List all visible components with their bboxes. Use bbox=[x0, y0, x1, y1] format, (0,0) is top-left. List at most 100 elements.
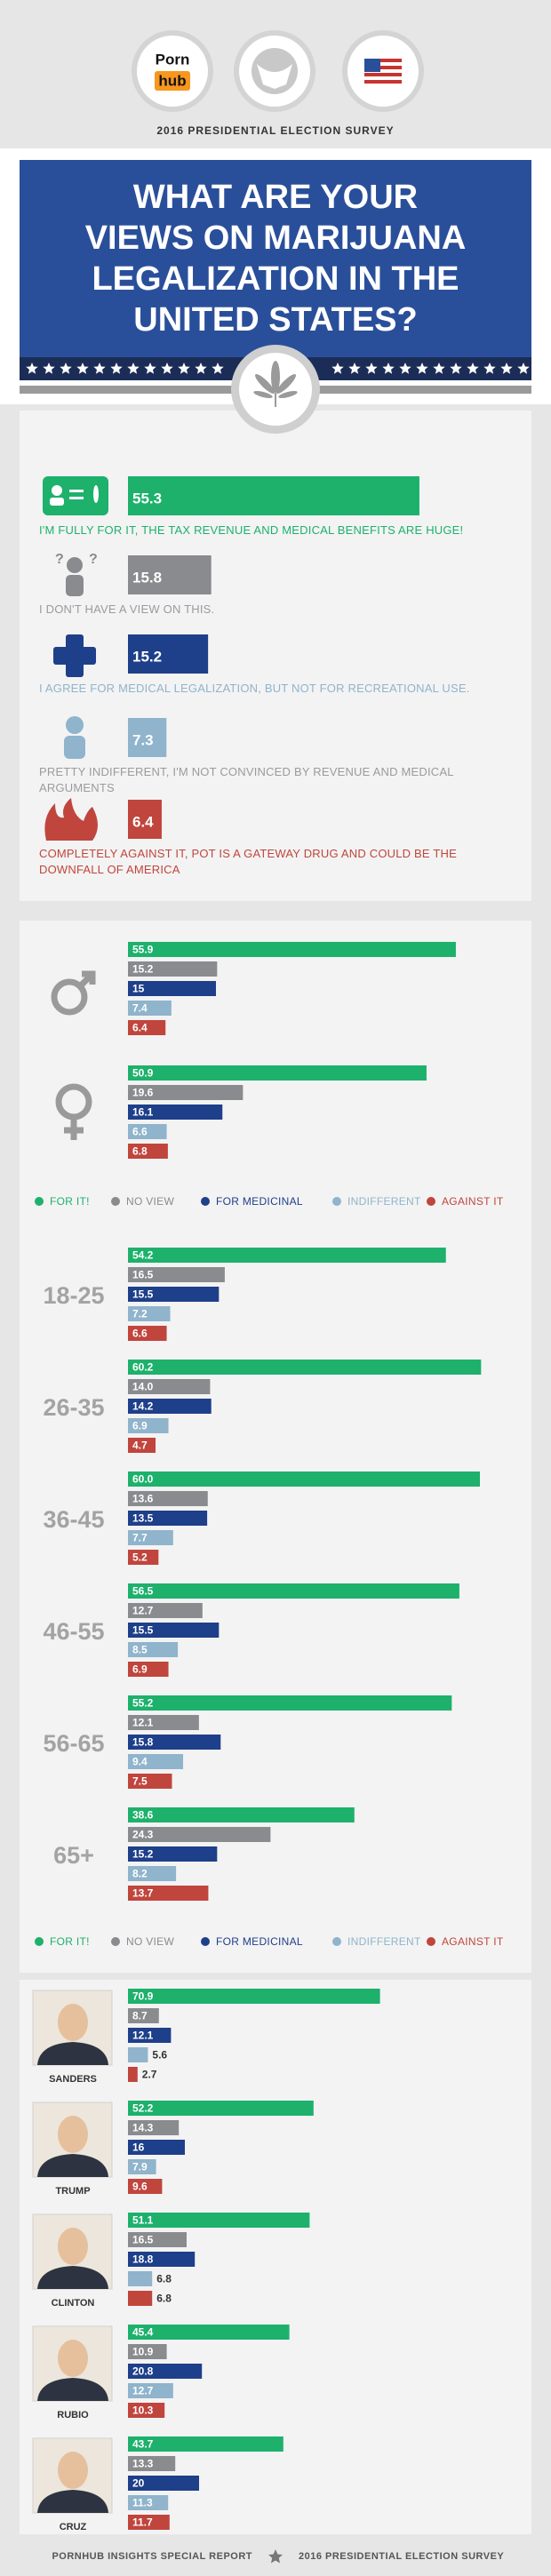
legend-label: AGAINST IT bbox=[442, 1195, 504, 1208]
photo-head bbox=[58, 2340, 88, 2377]
bar bbox=[128, 2140, 185, 2155]
star bbox=[127, 363, 140, 374]
value-label: 11.7 bbox=[132, 2516, 153, 2529]
value-label: 12.1 bbox=[132, 1717, 154, 1729]
footer-star bbox=[268, 2549, 283, 2564]
value-label: 7.3 bbox=[132, 731, 154, 748]
bar bbox=[128, 2456, 176, 2471]
bar bbox=[128, 1511, 208, 1526]
value-label: 15.5 bbox=[132, 1624, 154, 1637]
title-line: VIEWS ON MARIJUANA bbox=[85, 219, 467, 257]
value-label: 24.3 bbox=[132, 1829, 154, 1841]
photo-head bbox=[58, 2004, 88, 2041]
bar bbox=[128, 2028, 172, 2043]
bar bbox=[128, 2067, 138, 2082]
bar bbox=[128, 2325, 290, 2340]
bar bbox=[128, 1065, 427, 1081]
bar bbox=[128, 1603, 203, 1618]
legend-label: INDIFFERENT bbox=[347, 1195, 421, 1208]
answer-text: I'M FULLY FOR IT, THE TAX REVENUE AND ME… bbox=[39, 523, 464, 537]
bar bbox=[128, 2120, 180, 2135]
candidate-photo bbox=[32, 2101, 113, 2178]
bar bbox=[128, 1827, 271, 1842]
candidate-photo bbox=[32, 2437, 113, 2514]
bar bbox=[128, 1754, 184, 1769]
legend-dot bbox=[201, 1197, 210, 1206]
age-label: 56-65 bbox=[43, 1730, 104, 1757]
answer-text: PRETTY INDIFFERENT, I'M NOT CONVINCED BY… bbox=[39, 765, 454, 794]
value-label: 15.8 bbox=[132, 569, 162, 586]
value-label: 14.3 bbox=[132, 2122, 154, 2134]
bar bbox=[128, 1623, 220, 1638]
age-label: 46-55 bbox=[43, 1618, 104, 1645]
logo-box bbox=[155, 71, 190, 91]
legend-dot bbox=[35, 1937, 44, 1946]
bar bbox=[128, 1642, 179, 1657]
value-label: 56.5 bbox=[132, 1585, 154, 1598]
bar bbox=[128, 2101, 314, 2116]
value-label: 4.7 bbox=[132, 1440, 148, 1452]
candidate-name: CRUZ bbox=[60, 2522, 87, 2532]
bar bbox=[128, 2159, 156, 2174]
bar bbox=[128, 2364, 203, 2379]
bar bbox=[128, 1715, 199, 1730]
bar bbox=[128, 1287, 220, 1302]
value-label: 54.2 bbox=[132, 1249, 154, 1262]
bar bbox=[128, 1326, 167, 1341]
bar bbox=[128, 1360, 482, 1375]
bar bbox=[128, 1774, 172, 1789]
legend-label: FOR MEDICINAL bbox=[216, 1935, 303, 1948]
value-label: 6.8 bbox=[156, 2293, 172, 2305]
age-label: 18-25 bbox=[43, 1282, 104, 1309]
value-label: 55.9 bbox=[132, 944, 154, 956]
value-label: 18.8 bbox=[132, 2253, 154, 2266]
value-label: 8.5 bbox=[132, 1644, 148, 1656]
value-label: 6.8 bbox=[132, 1145, 148, 1158]
value-label: 6.4 bbox=[132, 1022, 148, 1034]
value-label: 60.0 bbox=[132, 1473, 154, 1486]
value-label: 15.2 bbox=[132, 963, 154, 976]
value-label: 11.3 bbox=[132, 2497, 153, 2509]
legend-dot bbox=[332, 1937, 341, 1946]
logo-text: hub bbox=[158, 72, 186, 89]
value-label: 6.9 bbox=[132, 1663, 148, 1676]
legend-label: FOR MEDICINAL bbox=[216, 1195, 303, 1208]
bar bbox=[128, 2515, 170, 2530]
answer-text: I AGREE FOR MEDICAL LEGALIZATION, BUT NO… bbox=[39, 682, 470, 695]
star bbox=[382, 363, 395, 374]
value-label: 14.2 bbox=[132, 1400, 154, 1413]
value-label: 16.1 bbox=[132, 1106, 154, 1119]
value-label: 13.3 bbox=[132, 2458, 154, 2470]
bar bbox=[128, 1583, 459, 1599]
legend-label: FOR IT! bbox=[50, 1935, 90, 1948]
title-line: WHAT ARE YOUR bbox=[133, 179, 418, 216]
bar bbox=[128, 1735, 221, 1750]
bar bbox=[128, 1471, 480, 1487]
star bbox=[178, 363, 190, 374]
bar bbox=[128, 2271, 153, 2286]
icon-indifferent bbox=[64, 716, 85, 759]
bar bbox=[128, 1399, 212, 1414]
bar bbox=[128, 981, 216, 996]
bar bbox=[128, 2179, 163, 2194]
age-label: 65+ bbox=[53, 1842, 94, 1869]
star bbox=[144, 363, 156, 374]
bar bbox=[128, 1379, 211, 1394]
photo-head bbox=[58, 2452, 88, 2489]
value-label: 5.2 bbox=[132, 1551, 148, 1564]
bar bbox=[128, 1662, 169, 1677]
title-line: UNITED STATES? bbox=[133, 301, 417, 339]
bar bbox=[128, 1267, 225, 1282]
star bbox=[161, 363, 173, 374]
answer-text: COMPLETELY AGAINST IT, POT IS A GATEWAY … bbox=[39, 847, 457, 876]
value-label: 15 bbox=[132, 983, 145, 995]
flag bbox=[364, 59, 402, 84]
bar bbox=[128, 2403, 165, 2418]
bar bbox=[128, 1807, 355, 1822]
male-symbol bbox=[51, 970, 96, 1016]
bar bbox=[128, 1550, 159, 1565]
legend-label: NO VIEW bbox=[126, 1935, 174, 1948]
bar bbox=[128, 1306, 171, 1321]
legend-label: INDIFFERENT bbox=[347, 1935, 421, 1948]
value-label: 15.8 bbox=[132, 1736, 154, 1749]
